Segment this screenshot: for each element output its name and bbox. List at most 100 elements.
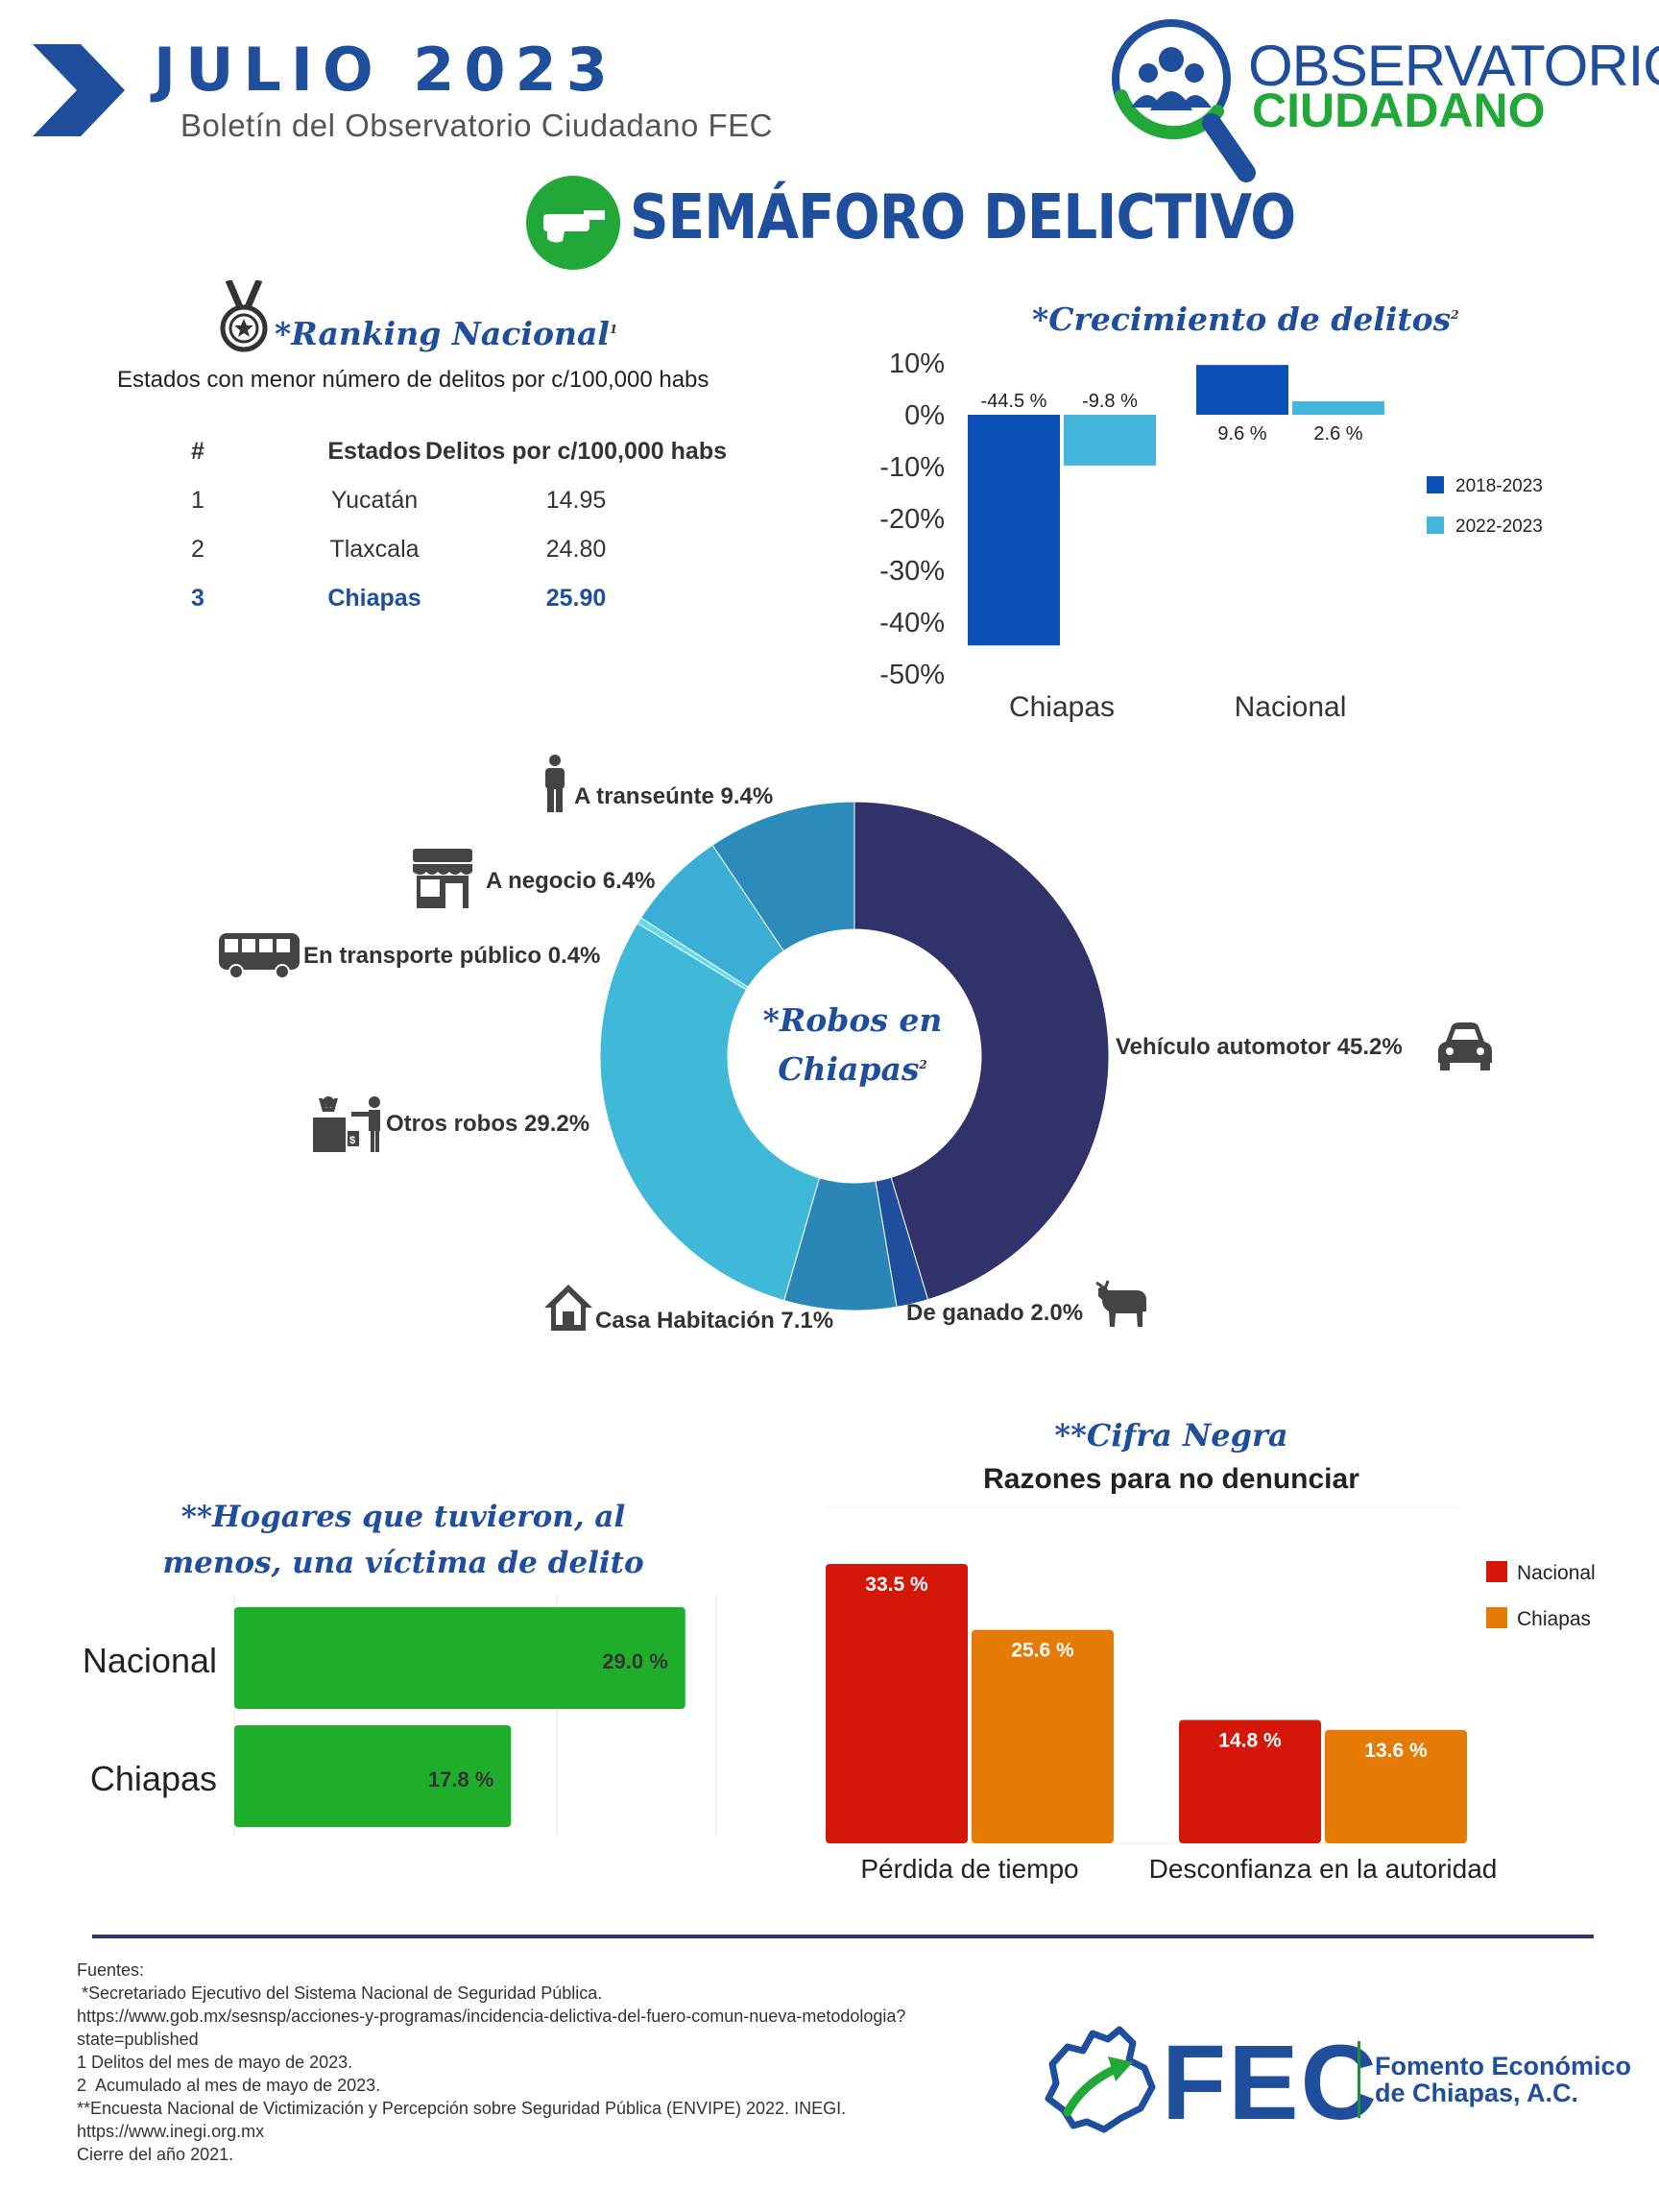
section-title: SEMÁFORO DELICTIVO (630, 182, 1296, 253)
house-icon (544, 1285, 592, 1331)
observatorio-logo-line1: OBSERVATORIO (1248, 34, 1659, 98)
robos-donut-chart (599, 801, 1110, 1311)
source-line: 1 Delitos del mes de mayo de 2023. (77, 2053, 353, 2072)
data-label: 25.6 % (1011, 1640, 1074, 1662)
legend-label: 2018-2023 (1455, 476, 1543, 496)
bar (826, 1564, 968, 1843)
bar (1064, 415, 1156, 466)
x-tick-label: Pérdida de tiempo (860, 1854, 1078, 1884)
ranking-num: 2 (191, 536, 204, 563)
ranking-value: 14.95 (545, 487, 607, 514)
y-tick-label: -10% (879, 452, 945, 483)
legend-swatch (1486, 1607, 1507, 1628)
pedestrian-icon (545, 755, 565, 812)
data-label: 17.8 % (428, 1767, 494, 1791)
fec-name-line2: de Chiapas, A.C. (1375, 2079, 1579, 2107)
y-tick-label: -30% (879, 556, 945, 587)
ranking-state: Chiapas (327, 585, 421, 612)
y-tick-label: 10% (889, 349, 945, 379)
data-label: -44.5 % (981, 391, 1047, 412)
source-line: 2 Acumulado al mes de mayo de 2023. (77, 2076, 381, 2095)
ranking-header-row: # Estados Delitos por c/100,000 habs (144, 438, 758, 476)
cifra-negra-chart: 33.5 % 14.8 % 25.6 % 13.6 % Pérdida de tiemp… (826, 1507, 1596, 1884)
data-label: 2.6 % (1313, 423, 1362, 445)
ranking-num: 1 (191, 487, 204, 514)
fec-wordmark: FEC (1162, 2024, 1379, 2142)
bus-icon (219, 933, 300, 979)
crecimiento-title: *Crecimiento de delitos2 (1032, 301, 1459, 338)
ranking-header-value: Delitos por c/100,000 habs (424, 438, 728, 465)
robos-label-negocio: A negocio 6.4% (486, 868, 656, 894)
robos-label-vehiculo: Vehículo automotor 45.2% (1116, 1034, 1403, 1060)
donut-slice (711, 801, 855, 952)
hand-gun-icon (526, 176, 620, 270)
ranking-state: Tlaxcala (329, 536, 420, 563)
bar (972, 1629, 1114, 1843)
x-tick-label: Desconfianza en la autoridad (1149, 1854, 1498, 1884)
header-arrow-icon (33, 44, 125, 136)
bar (1292, 400, 1384, 415)
data-label: -9.8 % (1082, 391, 1138, 412)
hogares-title: **Hogares que tuvieron, al menos, una ví… (162, 1500, 644, 1580)
observatorio-logo-icon (1112, 19, 1256, 182)
robos-label-transeunte: A transeúnte 9.4% (574, 783, 774, 809)
car-icon (1438, 1022, 1492, 1070)
bar (1179, 1719, 1321, 1843)
cifra-negra-subtitle: Razones para no denunciar (983, 1463, 1359, 1495)
source-link[interactable]: https://www.inegi.org.mx (77, 2122, 265, 2141)
x-tick-label: Chiapas (1009, 691, 1115, 723)
ranking-num: 3 (191, 585, 204, 612)
fec-name-line1: Fomento Económico (1375, 2052, 1632, 2080)
source-line: Cierre del año 2021. (77, 2145, 234, 2164)
ranking-title: *Ranking Nacional1 (275, 315, 618, 352)
footer-divider (92, 1935, 1594, 1938)
svg-text:$: $ (349, 1135, 355, 1146)
sources-block: Fuentes: *Secretariado Ejecutivo del Sis… (77, 1959, 1037, 2166)
robos-label-otros: Otros robos 29.2% (386, 1111, 590, 1137)
ranking-state: Yucatán (330, 487, 419, 514)
y-tick-label: -20% (879, 504, 945, 535)
bar (234, 1607, 685, 1709)
ranking-row-highlight: 3 Chiapas 25.90 (144, 585, 758, 623)
robbery-icon: $ (313, 1096, 380, 1152)
robos-label-transporte: En transporte público 0.4% (303, 943, 601, 969)
robos-label-ganado: De ganado 2.0% (906, 1300, 1084, 1326)
fec-divider (1358, 2041, 1360, 2118)
ranking-row: 2 Tlaxcala 24.80 (144, 536, 758, 574)
bar (1325, 1729, 1467, 1843)
donut-slice (599, 922, 821, 1302)
donut-slice (854, 801, 1110, 1301)
ranking-value: 24.80 (545, 536, 607, 563)
x-tick-label: Nacional (1235, 691, 1347, 723)
legend-swatch (1427, 476, 1444, 493)
ranking-header-state: Estados (327, 438, 421, 465)
fec-organization-name: Fomento Económico de Chiapas, A.C. (1375, 2053, 1631, 2106)
legend-label: 2022-2023 (1455, 517, 1543, 537)
bar (234, 1725, 512, 1827)
cow-icon (1095, 1280, 1146, 1327)
robos-title-line2: Chiapas2 (778, 1050, 927, 1088)
data-label: 29.0 % (602, 1649, 668, 1673)
source-line: **Encuesta Nacional de Victimización y P… (77, 2099, 847, 2118)
medal-icon (220, 280, 268, 352)
bar (1196, 365, 1288, 415)
bulletin-month-title: JULIO 2023 (154, 35, 617, 105)
data-label: 9.6 % (1217, 423, 1266, 445)
y-tick-label: -40% (879, 608, 945, 638)
bar (968, 415, 1060, 646)
ranking-header-num: # (191, 438, 204, 465)
store-icon (413, 849, 472, 908)
legend-label: Chiapas (1517, 1608, 1591, 1630)
source-line: Fuentes: (77, 1960, 145, 1980)
legend-swatch (1486, 1561, 1507, 1582)
crecimiento-chart: 10% 0% -10% -20% -30% -40% -50% -44.5 % 9.6 % -9.… (879, 349, 1543, 723)
legend-label: Nacional (1517, 1562, 1596, 1584)
robos-title-line1: *Robos en (762, 1001, 943, 1039)
bulletin-subtitle: Boletín del Observatorio Ciudadano FEC (180, 108, 773, 143)
hogares-chart: 29.0 % Nacional 17.8 % Chiapas (83, 1594, 717, 1836)
source-link[interactable]: https://www.gob.mx/sesnsp/acciones-y-pro… (77, 2007, 906, 2026)
data-label: 33.5 % (865, 1574, 928, 1596)
data-label: 13.6 % (1364, 1740, 1428, 1762)
data-label: 14.8 % (1218, 1729, 1282, 1751)
ranking-row: 1 Yucatán 14.95 (144, 487, 758, 525)
